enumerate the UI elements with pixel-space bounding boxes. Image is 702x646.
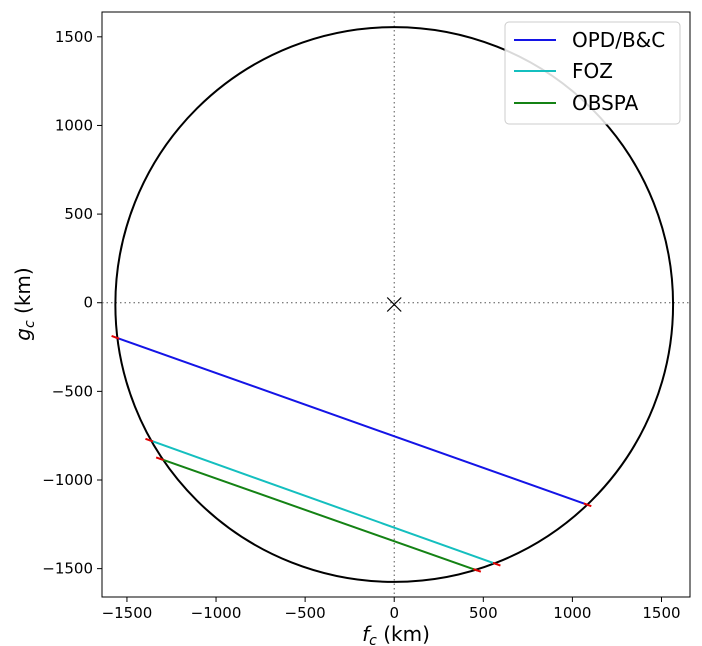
legend-label-foz: FOZ bbox=[572, 59, 613, 83]
chord-foz bbox=[148, 439, 498, 566]
chord-endpoint-obspa-1 bbox=[472, 568, 482, 573]
x-tick-label: 0 bbox=[389, 604, 399, 622]
y-tick-label: −1000 bbox=[42, 471, 93, 489]
y-tick-label: 0 bbox=[83, 294, 93, 312]
x-tick-label: 1500 bbox=[642, 604, 680, 622]
plot-layer bbox=[102, 12, 690, 597]
x-axis-label: fc (km) bbox=[362, 622, 430, 646]
chord-obspa bbox=[159, 457, 478, 572]
y-tick-label: 1500 bbox=[55, 28, 93, 46]
y-tick-label: −500 bbox=[52, 382, 93, 400]
chord-endpoint-foz-1 bbox=[492, 561, 501, 567]
chord-opd-b-c bbox=[115, 336, 588, 506]
x-tick-label: −1500 bbox=[102, 604, 153, 622]
legend-box bbox=[504, 21, 681, 125]
y-axis-label: gc (km) bbox=[11, 267, 38, 340]
legend: OPD/B&C FOZ OBSPA bbox=[504, 21, 681, 125]
limb-circle bbox=[114, 26, 675, 583]
x-tick-label: 500 bbox=[469, 604, 498, 622]
x-tick-label: −1000 bbox=[191, 604, 242, 622]
y-tick-label: −1500 bbox=[42, 560, 93, 578]
chord-endpoint-foz-0 bbox=[145, 437, 154, 443]
x-tick-label: 1000 bbox=[553, 604, 591, 622]
y-tick-label: 500 bbox=[64, 205, 93, 223]
y-axis-ticks: −1500 −1000 −500 0 500 1000 1500 bbox=[42, 28, 102, 578]
x-axis-ticks: −1500 −1000 −500 0 500 1000 1500 bbox=[102, 597, 681, 622]
chord-endpoint-obspa-0 bbox=[155, 456, 165, 461]
legend-label-opd: OPD/B&C bbox=[572, 28, 665, 52]
x-tick-label: −500 bbox=[285, 604, 326, 622]
center-marker bbox=[386, 297, 402, 312]
chord-endpoint-opd-b-c-1 bbox=[583, 502, 592, 508]
y-tick-label: 1000 bbox=[55, 116, 93, 134]
legend-label-obspa: OBSPA bbox=[572, 91, 639, 115]
chord-endpoint-opd-b-c-0 bbox=[111, 335, 120, 340]
